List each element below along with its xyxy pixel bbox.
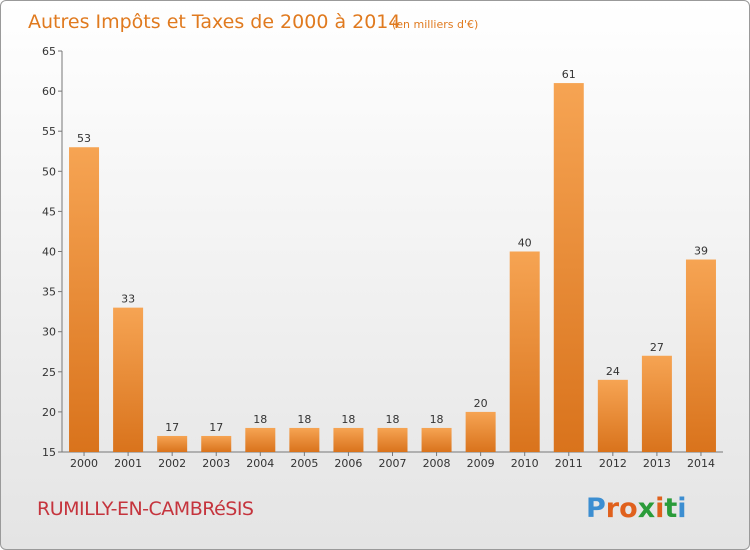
bar <box>685 259 716 452</box>
y-tick-label: 50 <box>42 165 56 178</box>
x-tick-label: 2012 <box>599 457 627 470</box>
x-tick-label: 2004 <box>246 457 274 470</box>
y-tick-label: 35 <box>42 286 56 299</box>
bar-value-label: 33 <box>121 293 135 306</box>
x-tick-label: 2003 <box>202 457 230 470</box>
bar <box>289 427 320 452</box>
bar <box>245 427 276 452</box>
bar-value-label: 18 <box>253 413 267 426</box>
y-tick-label: 15 <box>42 446 56 459</box>
x-tick-label: 2011 <box>555 457 583 470</box>
chart-title: Autres Impôts et Taxes de 2000 à 2014 <box>28 11 401 33</box>
x-tick-label: 2002 <box>158 457 186 470</box>
bar-value-label: 20 <box>474 397 488 410</box>
x-tick-label: 2014 <box>687 457 715 470</box>
y-tick-label: 60 <box>42 85 56 98</box>
place-name: RUMILLY-EN-CAMBRéSIS <box>37 498 254 520</box>
bar <box>641 355 672 452</box>
chart-subtitle: (en milliers d'€) <box>392 18 478 31</box>
x-tick-label: 2008 <box>423 457 451 470</box>
x-tick-label: 2009 <box>467 457 495 470</box>
bar <box>465 411 496 452</box>
x-tick-label: 2000 <box>70 457 98 470</box>
bar <box>421 427 452 452</box>
y-tick-label: 25 <box>42 366 56 379</box>
bar-value-label: 18 <box>341 413 355 426</box>
bar <box>509 251 540 452</box>
bar-value-label: 17 <box>165 421 179 434</box>
bar-value-label: 17 <box>209 421 223 434</box>
bar-value-label: 18 <box>430 413 444 426</box>
bar-value-label: 39 <box>694 245 708 258</box>
bar-value-label: 24 <box>606 365 620 378</box>
y-tick-label: 40 <box>42 246 56 259</box>
bar <box>113 307 144 452</box>
bar <box>553 83 584 452</box>
bar <box>201 435 232 452</box>
x-tick-label: 2005 <box>290 457 318 470</box>
bar <box>157 435 188 452</box>
y-tick-label: 20 <box>42 406 56 419</box>
axes: 15 20 25 30 35 40 45 50 55 60 65 2000 2001 2002 2003 20… <box>42 45 723 470</box>
y-tick-label: 45 <box>42 205 56 218</box>
x-tick-label: 2007 <box>379 457 407 470</box>
logo-letter: i <box>655 493 664 524</box>
y-tick-label: 55 <box>42 125 56 138</box>
bar <box>597 379 628 452</box>
x-tick-label: 2006 <box>334 457 362 470</box>
logo-letter: t <box>664 493 677 524</box>
bar-value-label: 40 <box>518 237 532 250</box>
logo-letter: r <box>606 493 620 524</box>
bar-value-label: 18 <box>386 413 400 426</box>
bar-value-label: 27 <box>650 341 664 354</box>
bar-value-label: 18 <box>297 413 311 426</box>
logo-letter: o <box>619 493 638 524</box>
logo-letter: P <box>586 493 606 524</box>
bar <box>333 427 364 452</box>
x-tick-label: 2010 <box>511 457 539 470</box>
bar <box>69 147 100 453</box>
x-tick-label: 2001 <box>114 457 142 470</box>
y-tick-label: 30 <box>42 326 56 339</box>
logo-letter: i <box>677 493 686 524</box>
y-tick-label: 65 <box>42 45 56 58</box>
bar-value-label: 61 <box>562 68 576 81</box>
proxiti-logo: Proxiti <box>586 493 687 524</box>
bars: 53 33 17 17 18 18 18 18 18 20 40 61 24 27 39 <box>69 68 716 453</box>
bar-value-label: 53 <box>77 132 91 145</box>
logo-letter: x <box>638 493 655 524</box>
x-tick-label: 2013 <box>643 457 671 470</box>
bar <box>377 427 408 452</box>
